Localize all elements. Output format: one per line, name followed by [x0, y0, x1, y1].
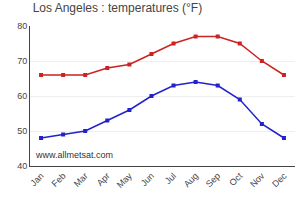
svg-text:70: 70 [17, 56, 27, 66]
svg-text:May: May [115, 170, 134, 189]
svg-text:Mar: Mar [72, 171, 90, 189]
svg-text:60: 60 [17, 91, 27, 101]
svg-text:Aug: Aug [182, 171, 200, 189]
svg-text:50: 50 [17, 126, 27, 136]
svg-text:40: 40 [17, 161, 27, 171]
svg-text:Apr: Apr [95, 171, 112, 188]
svg-text:Oct: Oct [227, 170, 244, 187]
svg-text:Jun: Jun [139, 171, 156, 188]
svg-text:Jul: Jul [163, 171, 178, 186]
svg-text:Sep: Sep [204, 171, 222, 189]
svg-text:Nov: Nov [248, 170, 267, 189]
svg-text:Los Angeles : temperatures (°F: Los Angeles : temperatures (°F) [33, 1, 203, 15]
svg-text:www.allmetsat.com: www.allmetsat.com [35, 150, 113, 160]
svg-text:Jan: Jan [28, 171, 45, 188]
svg-text:Feb: Feb [50, 171, 68, 189]
svg-text:Dec: Dec [270, 170, 289, 189]
svg-text:80: 80 [17, 21, 27, 31]
